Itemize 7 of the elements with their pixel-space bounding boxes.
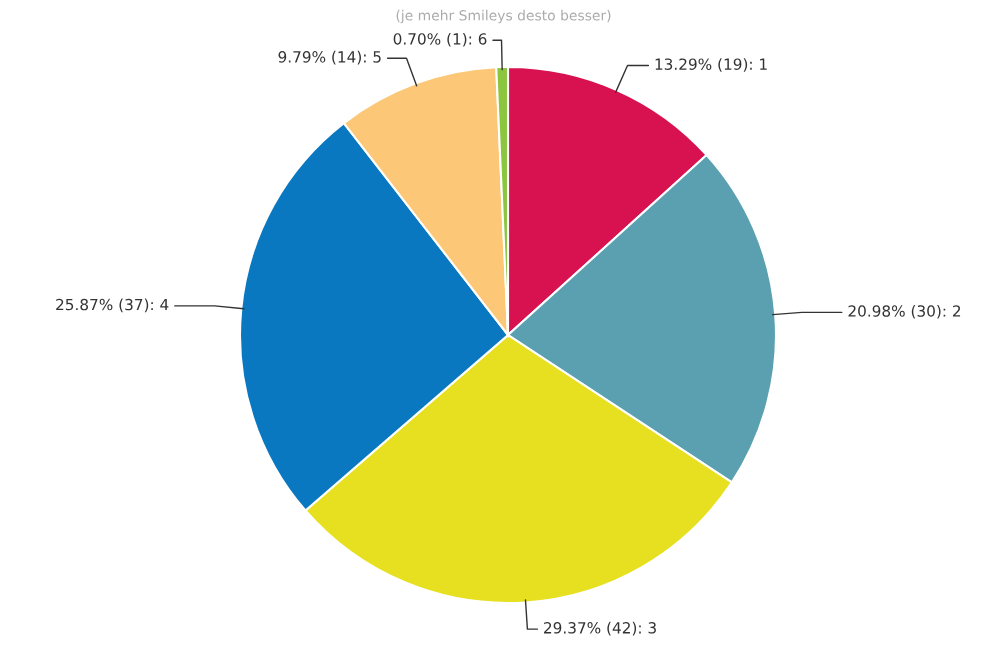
chart-subtitle: (je mehr Smileys desto besser)	[396, 9, 611, 24]
slice-label: 25.87% (37): 4	[56, 298, 169, 313]
slice-label: 9.79% (14): 5	[278, 50, 381, 65]
slice-label: 29.37% (42): 3	[544, 621, 656, 636]
slice-label: 20.98% (30): 2	[848, 304, 961, 319]
slice-label: 0.70% (1): 6	[393, 32, 487, 47]
slice-label: 13.29% (19): 1	[655, 58, 767, 72]
